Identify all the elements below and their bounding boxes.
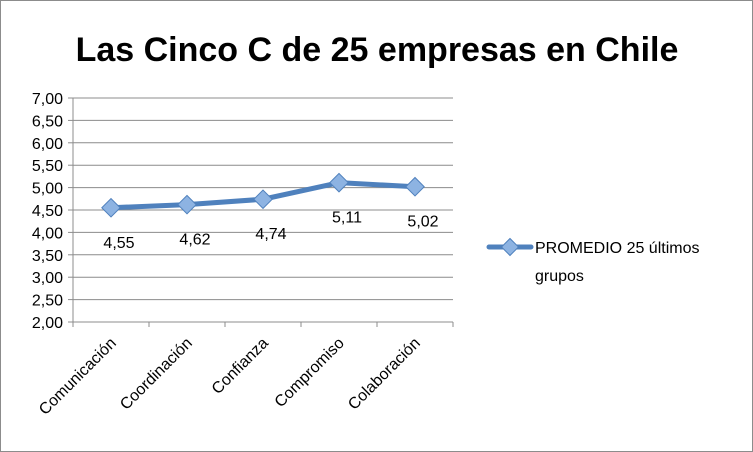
data-point-marker [329, 172, 349, 193]
data-point-marker [101, 197, 121, 218]
legend-marker [500, 237, 520, 257]
y-tick-label: 7,00 [32, 91, 63, 108]
series-layer [101, 172, 425, 218]
y-tick-label: 3,50 [32, 248, 63, 265]
y-tick-label: 4,50 [32, 203, 63, 220]
data-point-marker [405, 176, 425, 197]
y-tick-label: 2,00 [32, 315, 63, 332]
data-label: 5,11 [332, 210, 362, 227]
y-tick-label: 5,50 [32, 158, 63, 175]
x-tick-label: Compromiso [272, 335, 348, 411]
data-label: 4,74 [255, 226, 286, 243]
chart-title: Las Cinco C de 25 empresas en Chile [76, 31, 679, 69]
data-point-marker [253, 189, 273, 210]
legend-label-line-1: PROMEDIO 25 últimos [535, 240, 699, 257]
y-tick-label: 2,50 [32, 293, 63, 310]
legend-label-line-2: grupos [535, 268, 584, 285]
y-tick-label: 5,00 [32, 181, 63, 198]
label-layer: 4,55 4,62 4,74 5,11 5,02 [103, 210, 438, 252]
y-tick-label: 4,00 [32, 225, 63, 242]
grid-layer [73, 97, 453, 323]
y-tick-label: 3,00 [32, 270, 63, 287]
data-label: 4,55 [103, 235, 134, 252]
data-label: 4,62 [179, 232, 210, 249]
y-tick-label: 6,50 [32, 113, 63, 130]
x-tick-label: Comunicación [36, 335, 120, 419]
x-tick-label: Confianza [209, 335, 272, 398]
y-tick-label: 6,00 [32, 136, 63, 153]
data-label: 5,02 [407, 214, 438, 231]
legend: PROMEDIO 25 últimos grupos [486, 237, 699, 285]
x-tick-label: Colaboración [345, 335, 424, 414]
data-point-marker [177, 194, 197, 215]
x-tick-label: Coordinación [117, 335, 196, 414]
